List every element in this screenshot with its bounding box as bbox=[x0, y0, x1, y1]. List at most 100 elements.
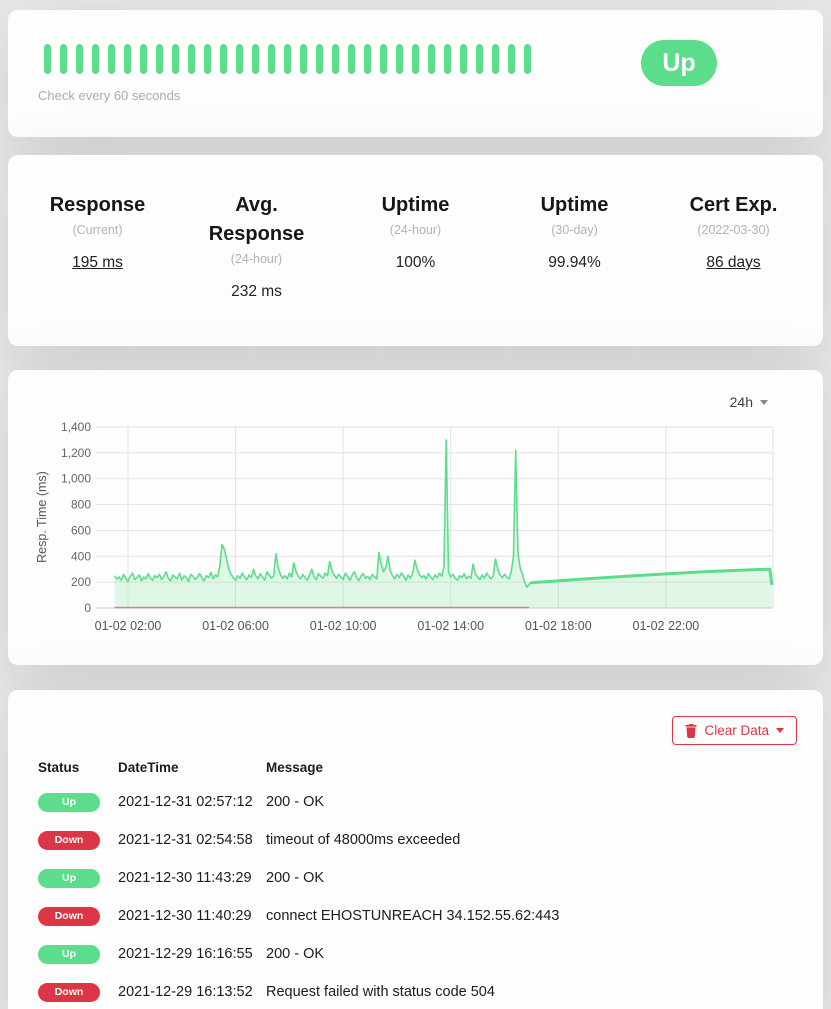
table-row: Up 2021-12-31 02:57:12 200 - OK bbox=[38, 783, 797, 821]
stat-avg-response: Avg. Response (24-hour) 232 ms bbox=[177, 191, 336, 346]
svg-text:Resp. Time (ms): Resp. Time (ms) bbox=[35, 471, 49, 563]
heartbeat-beat bbox=[204, 44, 211, 74]
stat-value[interactable]: 86 days bbox=[706, 254, 761, 271]
column-header-status: Status bbox=[38, 760, 80, 775]
monitor-card: Check every 60 seconds Up bbox=[8, 10, 823, 137]
stat-uptime-24h: Uptime (24-hour) 100% bbox=[336, 191, 495, 346]
heartbeat-beat bbox=[460, 44, 467, 74]
heartbeat-beat bbox=[412, 44, 419, 74]
column-header-message: Message bbox=[266, 760, 324, 775]
status-badge: Down bbox=[38, 830, 100, 850]
heartbeat-beat bbox=[508, 44, 515, 74]
table-row: Down 2021-12-31 02:54:58 timeout of 48000m… bbox=[38, 821, 797, 859]
stat-value: 232 ms bbox=[231, 283, 282, 300]
status-badge: Up bbox=[38, 944, 100, 964]
heartbeat-beat bbox=[268, 44, 275, 74]
stat-title: Uptime bbox=[381, 194, 450, 216]
heartbeat-beat bbox=[124, 44, 131, 74]
check-interval-text: Check every 60 seconds bbox=[38, 88, 181, 103]
svg-text:600: 600 bbox=[71, 523, 91, 537]
svg-text:400: 400 bbox=[71, 549, 91, 563]
svg-text:01-02 10:00: 01-02 10:00 bbox=[310, 619, 377, 633]
heartbeat-beat bbox=[492, 44, 499, 74]
status-badge: Up bbox=[641, 40, 717, 86]
stat-value[interactable]: 195 ms bbox=[72, 254, 123, 271]
svg-text:1,000: 1,000 bbox=[61, 472, 91, 486]
events-card: Clear Data Status DateTime Message Up 202… bbox=[8, 690, 823, 1009]
stat-subtitle: (Current) bbox=[72, 223, 123, 237]
heartbeat-beat bbox=[172, 44, 179, 74]
heartbeat-beat bbox=[156, 44, 163, 74]
heartbeat-beat bbox=[252, 44, 259, 74]
stat-subtitle: (30-day) bbox=[551, 223, 598, 237]
event-datetime: 2021-12-31 02:57:12 bbox=[118, 794, 253, 810]
chevron-down-icon bbox=[760, 399, 768, 405]
svg-text:1,200: 1,200 bbox=[61, 446, 91, 460]
stat-subtitle: (24-hour) bbox=[389, 223, 442, 237]
event-datetime: 2021-12-29 16:16:55 bbox=[118, 946, 253, 962]
heartbeat-beat bbox=[316, 44, 323, 74]
events-table-header: Status DateTime Message bbox=[38, 752, 797, 783]
svg-text:01-02 22:00: 01-02 22:00 bbox=[633, 619, 700, 633]
svg-text:800: 800 bbox=[71, 498, 91, 512]
event-message: timeout of 48000ms exceeded bbox=[266, 832, 461, 848]
heartbeat-beat bbox=[428, 44, 435, 74]
event-datetime: 2021-12-29 16:13:52 bbox=[118, 984, 253, 1000]
chevron-down-icon bbox=[776, 728, 784, 733]
heartbeat-beat bbox=[108, 44, 115, 74]
heartbeat-beat bbox=[332, 44, 339, 74]
heartbeat-beat bbox=[92, 44, 99, 74]
heartbeat-beat bbox=[76, 44, 83, 74]
event-datetime: 2021-12-31 02:54:58 bbox=[118, 832, 253, 848]
clear-data-button[interactable]: Clear Data bbox=[672, 716, 797, 745]
stat-cert-exp: Cert Exp. (2022-03-30) 86 days bbox=[654, 191, 813, 346]
chart-area: 0 200 400 600 800 1,000 1,200 1,400 01-02 02:00 0… bbox=[32, 416, 803, 649]
chart-period-dropdown[interactable]: 24h bbox=[730, 394, 768, 410]
stat-title: Uptime bbox=[540, 194, 609, 216]
status-badge: Down bbox=[38, 906, 100, 926]
heartbeat-beat bbox=[188, 44, 195, 74]
response-time-chart[interactable]: 0 200 400 600 800 1,000 1,200 1,400 01-02 02:00 0… bbox=[32, 416, 807, 644]
event-message: Request failed with status code 504 bbox=[266, 984, 495, 1000]
heartbeat-beat bbox=[60, 44, 67, 74]
heartbeat-beat bbox=[284, 44, 291, 74]
stats-card: Response (Current) 195 ms Avg. Response … bbox=[8, 155, 823, 346]
heartbeat-beat bbox=[444, 44, 451, 74]
clear-data-label: Clear Data bbox=[704, 723, 769, 738]
stat-subtitle: (2022-03-30) bbox=[697, 223, 770, 237]
stat-uptime-30d: Uptime (30-day) 99.94% bbox=[495, 191, 654, 346]
event-datetime: 2021-12-30 11:43:29 bbox=[118, 870, 252, 886]
svg-text:0: 0 bbox=[84, 601, 91, 615]
status-badge: Up bbox=[38, 792, 100, 812]
trash-icon bbox=[685, 723, 698, 738]
stat-value: 99.94% bbox=[548, 254, 601, 271]
chart-period-label: 24h bbox=[729, 394, 753, 410]
table-row: Up 2021-12-30 11:43:29 200 - OK bbox=[38, 859, 797, 897]
status-badge: Down bbox=[38, 982, 100, 1002]
svg-text:01-02 18:00: 01-02 18:00 bbox=[525, 619, 592, 633]
heartbeat-beat bbox=[348, 44, 355, 74]
event-datetime: 2021-12-30 11:40:29 bbox=[118, 908, 252, 924]
stat-response-current: Response (Current) 195 ms bbox=[18, 191, 177, 346]
table-row: Down 2021-12-30 11:40:29 connect EHOSTUNRE… bbox=[38, 897, 797, 935]
svg-text:01-02 14:00: 01-02 14:00 bbox=[417, 619, 484, 633]
heartbeat-beat bbox=[524, 44, 531, 74]
heartbeat-beat bbox=[236, 44, 243, 74]
event-message: 200 - OK bbox=[266, 946, 325, 962]
heartbeat-beat bbox=[140, 44, 147, 74]
status-badge: Up bbox=[38, 868, 100, 888]
chart-card: 24h 0 200 400 600 800 1,000 1,200 1,400 01-02 02… bbox=[8, 370, 823, 665]
heartbeat-beat bbox=[300, 44, 307, 74]
heartbeat-beat bbox=[220, 44, 227, 74]
svg-text:01-02 02:00: 01-02 02:00 bbox=[95, 619, 162, 633]
table-row: Down 2021-12-29 16:13:52 Request failed wi… bbox=[38, 973, 797, 1009]
heartbeat-beat bbox=[476, 44, 483, 74]
stat-title: Avg. Response bbox=[208, 194, 305, 245]
column-header-datetime: DateTime bbox=[118, 760, 179, 775]
svg-text:01-02 06:00: 01-02 06:00 bbox=[202, 619, 269, 633]
stat-subtitle: (24-hour) bbox=[230, 252, 283, 266]
svg-text:1,400: 1,400 bbox=[61, 420, 91, 434]
event-message: 200 - OK bbox=[266, 794, 325, 810]
event-message: connect EHOSTUNREACH 34.152.55.62:443 bbox=[266, 908, 560, 924]
events-table-body: Up 2021-12-31 02:57:12 200 - OK Down 2021-12… bbox=[38, 783, 797, 1009]
